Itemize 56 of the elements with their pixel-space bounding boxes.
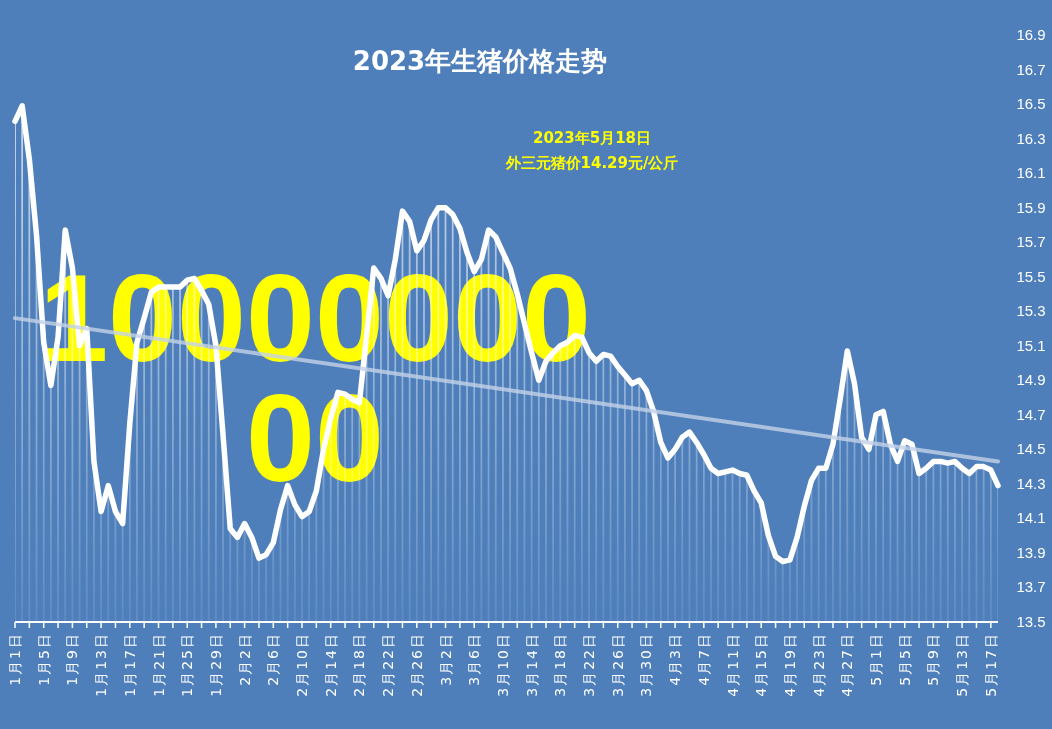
x-tick-label: 4月15日 [753, 632, 770, 697]
x-tick-label: 2月14日 [322, 632, 339, 697]
x-tick-label: 1月17日 [121, 632, 138, 697]
x-tick-label: 3月30日 [638, 632, 655, 697]
x-tick-label: 2月10日 [294, 632, 311, 697]
x-tick-label: 5月1日 [868, 632, 885, 686]
y-tick-label: 13.9 [1016, 543, 1046, 561]
annotation: 外三元猪价14.29元/公斤 [504, 154, 679, 172]
x-tick-label: 2月18日 [351, 632, 368, 697]
y-tick-label: 15.9 [1016, 198, 1046, 216]
y-tick-label: 14.5 [1016, 440, 1046, 458]
x-tick-label: 3月26日 [609, 632, 626, 697]
x-tick-label: 4月7日 [695, 632, 712, 686]
y-tick-label: 14.3 [1016, 474, 1046, 492]
y-tick-label: 16.9 [1016, 26, 1046, 43]
x-tick-label: 3月18日 [552, 632, 569, 697]
x-tick-label: 4月11日 [724, 632, 741, 697]
y-tick-label: 15.3 [1016, 302, 1046, 320]
y-tick-label: 16.3 [1016, 129, 1046, 147]
x-tick-label: 5月5日 [896, 632, 913, 686]
y-tick-label: 14.7 [1016, 405, 1046, 423]
text: 2023年生猪价格走势 [352, 46, 608, 76]
y-tick-label: 16.7 [1016, 60, 1046, 78]
x-tick-label: 3月22日 [581, 632, 598, 697]
y-tick-label: 15.7 [1016, 233, 1046, 251]
x-tick-label: 4月3日 [667, 632, 684, 686]
y-tick-label: 15.1 [1016, 336, 1046, 354]
x-tick-label: 3月14日 [523, 632, 540, 697]
x-tick-label: 2月26日 [408, 632, 425, 697]
x-tick-label: 4月23日 [810, 632, 827, 697]
annotation: 2023年5月18日 [532, 129, 652, 147]
y-tick-label: 16.5 [1016, 95, 1046, 113]
x-tick-label: 2月6日 [265, 632, 282, 686]
x-tick-label: 5月9日 [925, 632, 942, 686]
y-tick-label: 16.1 [1016, 164, 1046, 182]
x-tick-label: 1月29日 [207, 632, 224, 697]
x-tick-label: 1月25日 [179, 632, 196, 697]
x-tick-label: 1月9日 [64, 632, 81, 686]
x-tick-label: 1月1日 [7, 632, 23, 686]
y-tick-label: 15.5 [1016, 267, 1046, 285]
x-tick-label: 3月10日 [494, 632, 511, 697]
y-tick-label: 14.9 [1016, 371, 1046, 389]
x-tick-label: 1月5日 [35, 632, 52, 686]
x-tick-label: 4月19日 [781, 632, 798, 697]
x-tick-label: 5月13日 [954, 632, 971, 697]
x-tick-label: 2月2日 [236, 632, 253, 686]
y-tick-label: 13.5 [1016, 613, 1046, 630]
x-tick-label: 3月6日 [466, 632, 483, 686]
x-tick-label: 3月2日 [437, 632, 454, 686]
x-tick-label: 1月13日 [93, 632, 110, 697]
x-tick-label: 1月21日 [150, 632, 167, 697]
x-tick-label: 5月17日 [982, 632, 999, 697]
x-tick-label: 4月27日 [839, 632, 856, 697]
x-tick-label: 2月22日 [380, 632, 397, 697]
y-tick-label: 14.1 [1016, 509, 1046, 527]
y-tick-label: 13.7 [1016, 578, 1046, 596]
